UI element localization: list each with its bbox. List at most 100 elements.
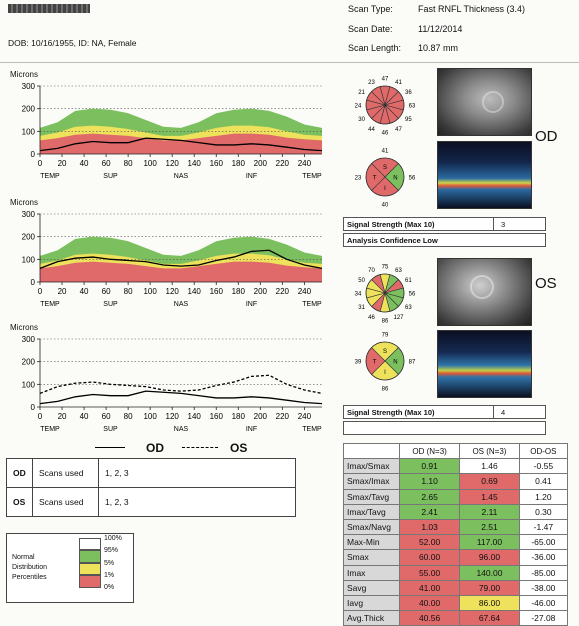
y-tick-label: 200 (22, 233, 36, 242)
region-label: SUP (103, 301, 118, 308)
legend-level-95: 95% (104, 547, 119, 554)
x-tick-label: 100 (143, 412, 157, 421)
legend-swatch-white (79, 538, 101, 550)
x-tick-label: 120 (166, 412, 180, 421)
x-tick-label: 140 (188, 159, 202, 168)
stats-header-row: OD (N=3) OS (N=3) OD-OS (343, 442, 569, 460)
oct-od-image (437, 141, 532, 209)
legend-level-1: 1% (104, 572, 115, 579)
x-tick-label: 200 (254, 159, 268, 168)
redacted-patient-name (8, 4, 90, 13)
clock-value: 31 (358, 305, 365, 311)
clock-value: 70 (368, 268, 375, 274)
stats-diff-value: 0.41 (518, 473, 569, 490)
region-label: TEMP (40, 426, 60, 433)
scans-label-od: Scans used (32, 458, 99, 488)
clock-outline (365, 341, 405, 381)
legend-level-100: 100% (104, 535, 122, 542)
plot-od-title: Microns (10, 70, 39, 79)
stats-row-label: Imax/Tavg (343, 503, 400, 520)
table-row: Smax/Tavg 2.65 1.45 1.20 (343, 488, 569, 505)
stats-diff-value: 0.30 (518, 503, 569, 520)
x-tick-label: 120 (166, 287, 180, 296)
y-tick-label: 300 (22, 82, 36, 91)
legend-title-2: Distribution (12, 564, 48, 571)
clock-value: 95 (405, 117, 412, 123)
clock-value: 61 (405, 278, 412, 284)
clock-outline (365, 157, 405, 197)
od-signal-strength: Signal Strength (Max 10) 3 (343, 217, 546, 231)
stats-row-label: Savg (343, 579, 400, 596)
stats-od-value: 2.41 (398, 503, 461, 520)
clock-value: 47 (395, 127, 402, 133)
clock-value: 63 (409, 104, 416, 110)
stats-od-value: 1.10 (398, 473, 461, 490)
region-label: INF (246, 301, 257, 308)
legend-swatch-yellow (79, 563, 101, 575)
stats-os-value: 0.69 (459, 473, 520, 490)
legend-level-0: 0% (104, 584, 115, 591)
table-row: Iavg 40.00 86.00 -46.00 (343, 594, 569, 612)
stats-header-empty (343, 442, 400, 460)
y-tick-label: 200 (22, 105, 36, 114)
x-tick-label: 20 (58, 287, 67, 296)
x-tick-label: 80 (124, 412, 133, 421)
x-tick-label: 20 (58, 159, 67, 168)
legend-title-3: Percentiles (12, 574, 47, 581)
quadrant-letter: I (384, 186, 386, 192)
stats-od-value: 52.00 (398, 534, 461, 551)
region-label: TEMP (302, 173, 322, 180)
od-signal-value: 3 (501, 220, 506, 229)
plot-od-os-compare: 300 200 100 00 20 40 60 80 100 120 140 160 180 200 220… (22, 335, 323, 433)
clock-value: 86 (382, 319, 389, 325)
quadrant-letter: T (373, 176, 377, 182)
region-label: SUP (103, 173, 118, 180)
scans-eye-od: OD (6, 458, 33, 488)
region-label: TEMP (302, 426, 322, 433)
stats-row-label: Max-Min (343, 534, 400, 551)
clock-value: 75 (382, 265, 389, 271)
os-line-label: OS (230, 441, 248, 455)
quadrant-letter: N (393, 176, 397, 182)
scans-eye-os: OS (6, 487, 33, 517)
table-row: Imax/Smax 0.91 1.46 -0.55 (343, 458, 569, 475)
stats-diff-value: -0.55 (518, 458, 569, 475)
stats-row-label: Imax (343, 564, 400, 581)
stats-diff-value: -36.00 (518, 549, 569, 566)
region-label: INF (246, 426, 257, 433)
x-tick-label: 0 (38, 159, 43, 168)
clock-value: 46 (382, 131, 389, 137)
stats-row-label: Iavg (343, 594, 400, 612)
x-tick-label: 80 (124, 159, 133, 168)
clock-value: 79 (382, 333, 389, 339)
scan-length-value: 10.87 mm (418, 43, 459, 53)
stats-row-label: Smax/Tavg (343, 488, 400, 505)
table-row: Smax/Imax 1.10 0.69 0.41 (343, 473, 569, 490)
clock-value: 41 (382, 149, 389, 155)
x-tick-label: 240 (298, 287, 312, 296)
dob-line: DOB: 10/16/1955, ID: NA, Female (8, 38, 137, 48)
od-quadrant-chart: 41 S 56 N 40 I 23 T (355, 149, 416, 209)
clock-value: 47 (382, 77, 389, 83)
plot-od-thickness: 300 200 100 00 20 40 60 80 100 120 140 160 180 200 220… (22, 82, 322, 180)
stats-od-value: 1.03 (398, 518, 461, 536)
od-line-swatch (95, 447, 125, 448)
x-tick-label: 140 (188, 287, 202, 296)
clock-value: 40 (382, 203, 389, 209)
clock-value: 127 (393, 315, 404, 321)
clock-value: 23 (355, 176, 362, 182)
table-row: OD Scans used 1, 2, 3 (6, 458, 296, 488)
stats-os-value: 67.64 (459, 610, 520, 626)
stats-os-value: 1.46 (459, 458, 520, 475)
os-signal-label: Signal Strength (Max 10) (344, 406, 494, 418)
x-tick-label: 220 (276, 159, 290, 168)
clock-value: 50 (358, 278, 365, 284)
od-confidence-text: Analysis Confidence Low (347, 236, 438, 245)
x-tick-label: 60 (102, 412, 111, 421)
y-tick-label: 200 (22, 358, 36, 367)
x-tick-label: 240 (298, 412, 312, 421)
percentile-legend: Normal Distribution Percentiles 100% 95%… (6, 533, 134, 603)
stats-os-value: 2.11 (459, 503, 520, 520)
